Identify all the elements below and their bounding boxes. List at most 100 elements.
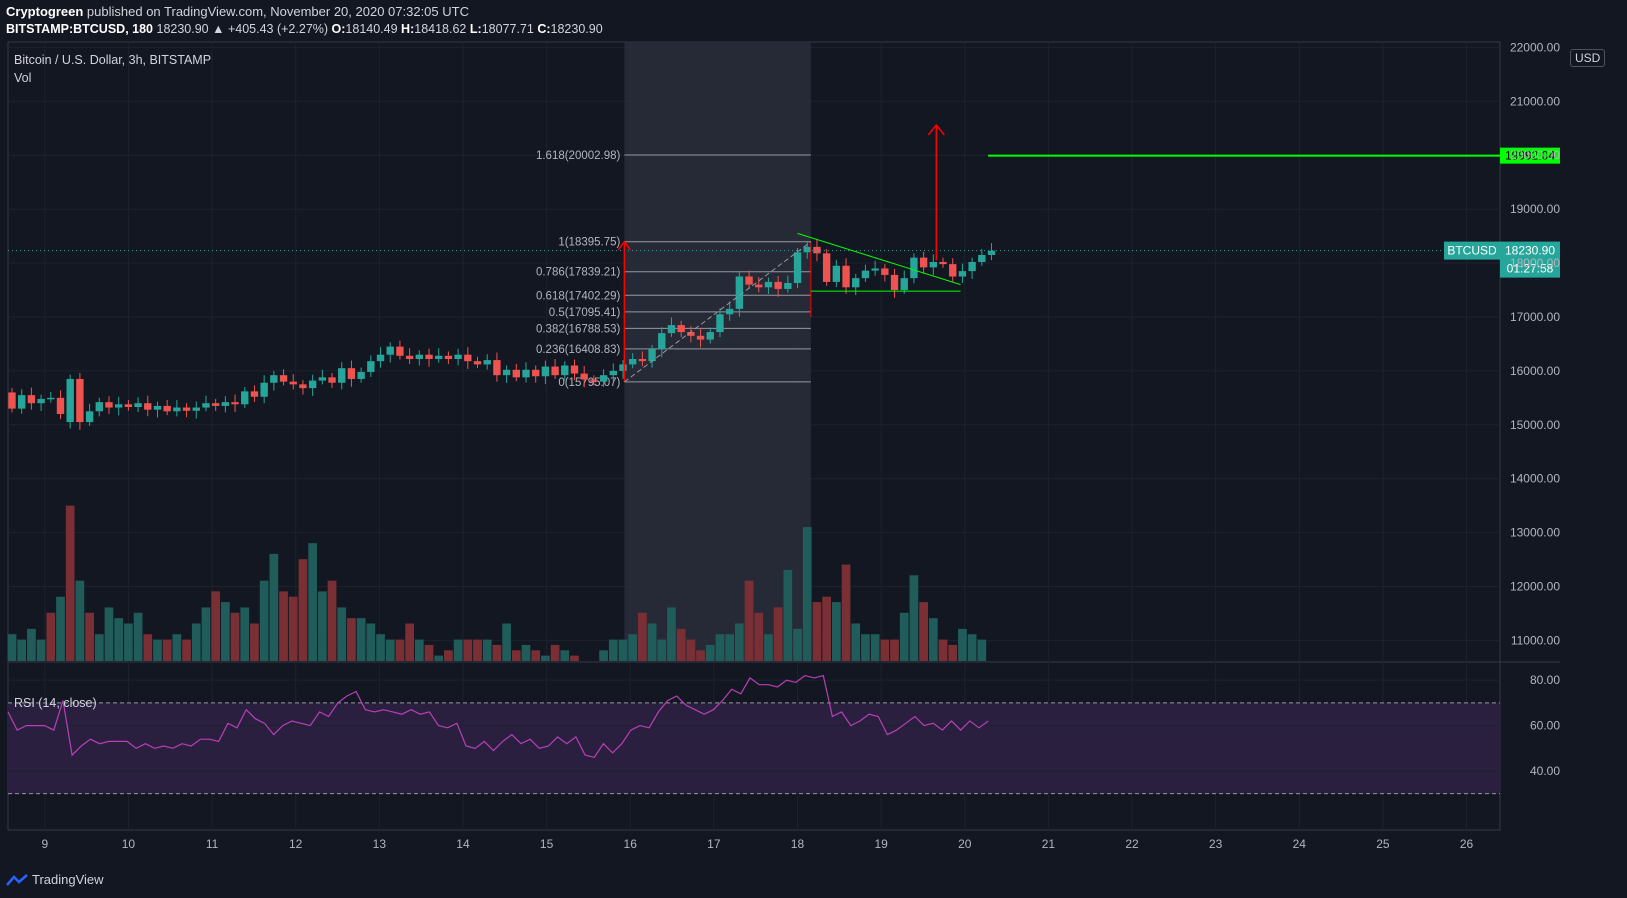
- candle-body: [8, 392, 16, 409]
- candle-body: [512, 369, 520, 378]
- price-change: ▲ +405.43 (+2.27%): [212, 22, 329, 36]
- volume-bar: [308, 543, 318, 661]
- high-label: H:: [401, 22, 415, 36]
- candle-body: [153, 405, 162, 410]
- volume-bar: [153, 639, 162, 661]
- volume-bar: [734, 623, 744, 661]
- volume-bar: [482, 639, 492, 661]
- x-tick-label: 20: [958, 837, 972, 851]
- candle-body: [221, 402, 230, 406]
- volume-bar: [279, 591, 288, 661]
- x-tick-label: 15: [540, 837, 554, 851]
- volume-bar: [511, 650, 521, 661]
- rsi-tick-label: 60.00: [1530, 719, 1560, 733]
- candle-body: [638, 359, 647, 362]
- publisher-name[interactable]: Cryptogreen: [6, 4, 84, 19]
- volume-bar: [822, 596, 832, 661]
- candle-body: [415, 354, 424, 360]
- candle-body: [405, 355, 414, 360]
- volume-bar: [715, 634, 725, 661]
- volume-bar: [967, 634, 977, 661]
- breakout-arrow-head: [927, 123, 945, 136]
- volume-bar: [191, 623, 201, 661]
- x-tick-label: 22: [1125, 837, 1139, 851]
- candle-body: [978, 254, 986, 262]
- volume-bar: [395, 639, 405, 661]
- x-tick-label: 21: [1042, 837, 1056, 851]
- y-tick-label: 18000.00: [1510, 256, 1560, 270]
- volume-bar: [938, 639, 948, 661]
- candle-body: [929, 261, 938, 268]
- candle-body: [338, 368, 346, 383]
- y-tick-label: 20000.00: [1510, 148, 1560, 162]
- volume-bar: [269, 553, 279, 661]
- candle-body: [202, 403, 210, 408]
- candle-body: [939, 261, 947, 265]
- published-text: published on TradingView.com, November 2…: [86, 4, 469, 19]
- currency-badge[interactable]: USD: [1570, 49, 1606, 67]
- candle-body: [66, 378, 74, 423]
- candle-body: [696, 335, 705, 340]
- candle-body: [687, 332, 695, 336]
- candle-body: [570, 365, 579, 374]
- volume-bar: [608, 639, 618, 661]
- volume-bar: [638, 612, 647, 661]
- candle-body: [871, 268, 879, 271]
- target-price-badge: [1500, 147, 1560, 164]
- x-tick-label: 11: [206, 837, 219, 851]
- candle-body: [919, 257, 928, 268]
- candle-body: [454, 354, 462, 360]
- rsi-tick-label: 40.00: [1530, 764, 1560, 778]
- x-tick-label: 16: [624, 837, 638, 851]
- volume-bar: [890, 639, 899, 661]
- volume-bar: [46, 612, 56, 661]
- candle-body: [347, 368, 356, 379]
- rsi-pane: [7, 674, 1500, 795]
- candle-body: [852, 278, 860, 288]
- rsi-band: [8, 702, 1500, 794]
- footer-brand: TradingView: [32, 872, 104, 887]
- x-tick-label: 26: [1460, 837, 1474, 851]
- x-tick-label: 17: [707, 837, 721, 851]
- volume-bar: [570, 655, 579, 661]
- low-label: L:: [469, 22, 482, 36]
- y-tick-label: 11000.00: [1511, 633, 1560, 647]
- candle-body: [910, 257, 918, 279]
- legend-rsi: RSI (14, close): [14, 696, 97, 710]
- candle-body: [541, 366, 550, 377]
- x-tick-label: 14: [456, 837, 470, 851]
- candle-body: [580, 373, 588, 380]
- y-tick-label: 14000.00: [1510, 472, 1560, 486]
- candle-body: [842, 265, 850, 288]
- fib-level-label: 1.618(20002.98): [536, 150, 621, 162]
- volume-bar: [725, 634, 735, 661]
- volume-bar: [327, 580, 337, 661]
- candle-body: [803, 246, 811, 253]
- candle-body: [561, 365, 569, 376]
- volume-bar: [550, 644, 560, 661]
- candle-body: [774, 281, 782, 289]
- y-tick-label: 12000.00: [1510, 580, 1560, 594]
- volume-bar: [56, 596, 65, 661]
- open-value: 18140.49: [345, 22, 398, 36]
- candle-body: [299, 384, 307, 389]
- volume-bar: [114, 618, 124, 661]
- candle-body: [367, 361, 375, 372]
- candle-body: [881, 268, 889, 275]
- candle-body: [114, 404, 123, 408]
- volume-bar: [7, 634, 17, 661]
- tradingview-logo[interactable]: TradingView: [6, 872, 104, 887]
- candle-body: [793, 252, 802, 283]
- y-tick-label: 15000.00: [1510, 418, 1560, 432]
- volume-bar: [172, 634, 182, 661]
- candle-body: [250, 391, 259, 397]
- candle-body: [328, 377, 336, 383]
- volume-bar: [259, 580, 269, 661]
- volume-bar: [434, 655, 444, 661]
- candle-body: [658, 333, 666, 350]
- rsi-tick-label: 80.00: [1530, 673, 1560, 687]
- candle-body: [85, 411, 94, 423]
- countdown-text: 01:27:58: [1507, 262, 1554, 276]
- volume-bar: [909, 575, 919, 661]
